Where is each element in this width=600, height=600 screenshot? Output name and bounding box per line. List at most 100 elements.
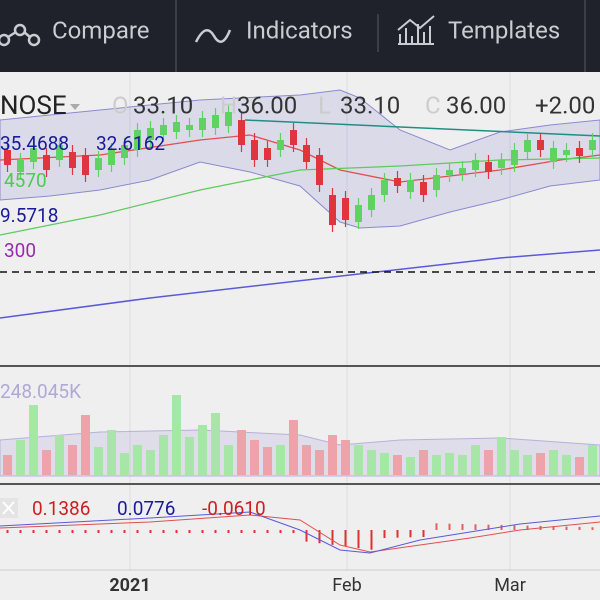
- candle: [264, 148, 271, 160]
- candle: [563, 150, 570, 155]
- volume-bar: [471, 445, 480, 475]
- candle: [498, 160, 505, 168]
- x-axis-label: 2021: [109, 575, 150, 596]
- macd-signal: [0, 514, 600, 553]
- candle: [17, 160, 24, 172]
- volume-bar: [432, 455, 441, 475]
- grid: [129, 72, 511, 570]
- volume-bar: [94, 447, 103, 475]
- compare-icon: [0, 23, 41, 47]
- toolbar-label: Compare: [52, 16, 150, 44]
- candle: [147, 128, 154, 140]
- volume-bar: [484, 450, 493, 475]
- candle: [238, 120, 245, 145]
- volume-bar: [562, 455, 571, 475]
- volume-label: 248.045K: [0, 380, 81, 403]
- candle: [199, 118, 206, 130]
- candle: [43, 155, 50, 170]
- candle: [459, 168, 466, 174]
- ohlc-key: H: [220, 91, 237, 119]
- volume-bar: [185, 437, 194, 475]
- volume-bar: [276, 445, 285, 475]
- x-axis-label: Mar: [494, 575, 526, 596]
- volume-bar: [289, 420, 298, 475]
- ohlc-key: C: [425, 91, 441, 119]
- candle: [108, 150, 115, 165]
- candle: [303, 145, 310, 162]
- volume-bar: [120, 453, 129, 475]
- volume-bar: [211, 413, 220, 475]
- candle: [420, 182, 427, 195]
- candle: [407, 180, 414, 192]
- volume-bar: [315, 450, 324, 475]
- candle: [56, 145, 63, 160]
- volume-bar: [341, 440, 350, 475]
- macd-value: -0.0610: [202, 497, 266, 520]
- band-value: 35.4688: [0, 132, 69, 155]
- macd-line: [0, 511, 600, 554]
- volume-bar: [133, 445, 142, 475]
- close-icon: [2, 501, 15, 515]
- volume-bar: [29, 405, 38, 475]
- volume-bar: [328, 435, 337, 475]
- candle: [160, 125, 167, 135]
- volume-bar: [172, 395, 181, 475]
- volume-bar: [198, 425, 207, 475]
- volume-bar: [367, 450, 376, 475]
- candle: [537, 140, 544, 150]
- volume-bar: [237, 430, 246, 475]
- volume-bar: [250, 440, 259, 475]
- volume-bar: [458, 455, 467, 475]
- ohlc-key: L: [318, 91, 331, 119]
- candle: [589, 140, 596, 150]
- close-button[interactable]: [0, 498, 18, 518]
- volume-bar: [445, 453, 454, 475]
- templates-button[interactable]: Templates: [397, 15, 560, 45]
- templates-icon: [397, 15, 435, 45]
- volume-bars: [3, 395, 597, 475]
- candle: [277, 140, 284, 150]
- x-axis-label: Feb: [332, 575, 361, 596]
- volume-bar: [302, 445, 311, 475]
- volume-bar: [575, 457, 584, 475]
- volume-bar: [3, 455, 12, 475]
- candle: [368, 195, 375, 210]
- indicators-button[interactable]: Indicators: [194, 16, 353, 44]
- volume-bar: [263, 447, 272, 475]
- candle: [394, 178, 401, 186]
- volume-bar: [42, 450, 51, 475]
- candle: [69, 152, 76, 168]
- volume-bar: [55, 435, 64, 475]
- candle: [95, 158, 102, 170]
- ohlc-key: O: [112, 91, 129, 119]
- volume-bar: [16, 440, 25, 475]
- ma-value: 9.5718: [0, 204, 58, 227]
- ohlc-value: 33.10: [340, 91, 400, 119]
- candle: [355, 205, 362, 222]
- volume-bar: [68, 445, 77, 475]
- compare-button[interactable]: Compare: [0, 16, 150, 47]
- candle: [485, 162, 492, 172]
- change: +2.00: [535, 91, 595, 119]
- candle: [186, 125, 193, 130]
- dropdown-arrow[interactable]: [70, 104, 80, 110]
- candle: [550, 148, 557, 162]
- volume-bar: [510, 450, 519, 475]
- ma-line: [0, 134, 600, 183]
- toolbar-label: Templates: [448, 16, 560, 44]
- ohlc-value: 36.00: [446, 91, 506, 119]
- candle: [82, 155, 89, 175]
- candles: [4, 105, 596, 232]
- candle: [472, 160, 479, 170]
- candle: [290, 130, 297, 145]
- volume-bar: [107, 430, 116, 475]
- volume-bar: [536, 453, 545, 475]
- volume-bar: [393, 455, 402, 475]
- toolbar: [0, 0, 600, 72]
- ma-line: [0, 249, 600, 319]
- toolbar-label: Indicators: [246, 16, 353, 44]
- candle: [4, 150, 11, 165]
- volume-bar: [497, 437, 506, 475]
